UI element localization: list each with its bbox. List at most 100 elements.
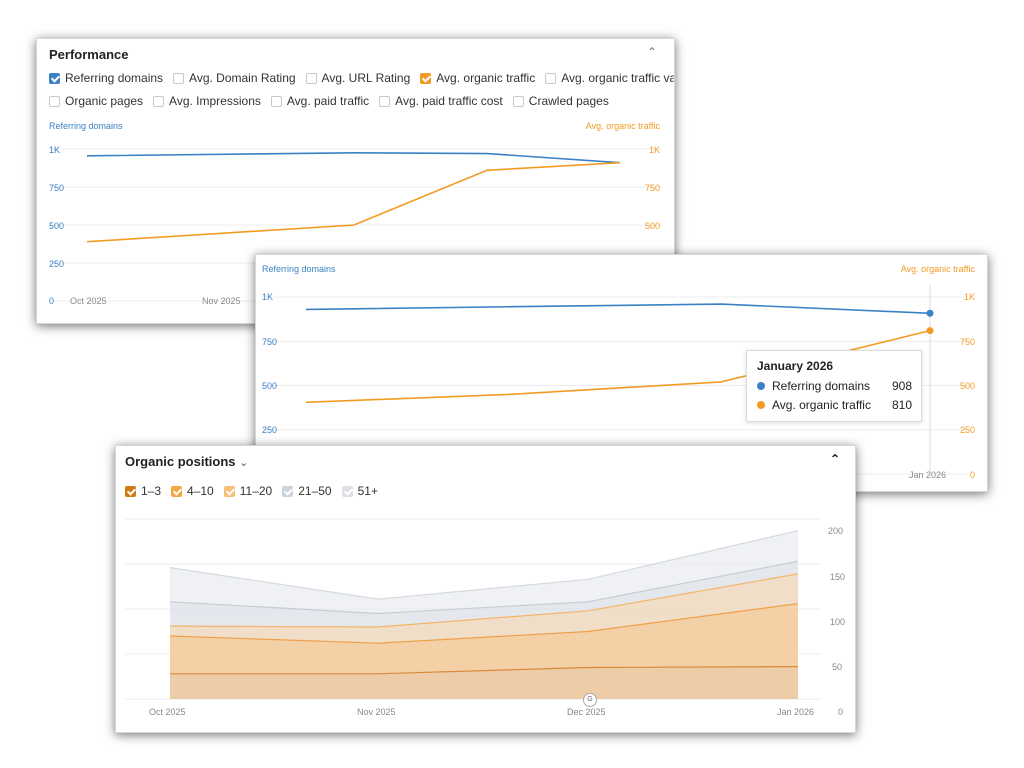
hover-point: [926, 327, 934, 335]
checkbox-icon[interactable]: [223, 485, 235, 497]
performance-title: Performance: [49, 47, 129, 62]
legend-11-20[interactable]: 11–20: [223, 484, 273, 498]
x-tick: Jan 2026: [909, 470, 947, 480]
right-tick: 500: [644, 221, 660, 231]
chevron-down-icon[interactable]: ⌄: [239, 457, 249, 469]
legend-label: 21–50: [298, 484, 332, 498]
y-tick: 150: [830, 572, 846, 582]
legend-51-plus[interactable]: 51+: [341, 484, 378, 498]
checkbox-icon[interactable]: [49, 95, 60, 107]
series-line: [169, 530, 799, 600]
checkbox-avg-url-rating[interactable]: Avg. URL Rating: [305, 71, 411, 85]
checkbox-label: Avg. paid traffic: [286, 94, 370, 108]
checkbox-label: Avg. organic traffic value: [561, 71, 675, 85]
series-dot-icon: [757, 382, 765, 390]
right-tick: 250: [959, 425, 975, 435]
checkbox-icon[interactable]: [545, 72, 557, 84]
right-tick: 750: [959, 337, 975, 347]
checkbox-label: Crawled pages: [528, 94, 609, 108]
checkbox-referring-domains[interactable]: Referring domains: [49, 71, 163, 85]
x-tick: Dec 2025: [567, 707, 606, 717]
checkbox-avg-paid-traffic-cost[interactable]: Avg. paid traffic cost: [379, 94, 503, 108]
position-legend: 1–3 4–10 11–20 21–50 51+: [125, 484, 388, 498]
checkbox-avg-impressions[interactable]: Avg. Impressions: [153, 94, 261, 108]
left-tick: 1K: [49, 145, 61, 155]
checkbox-label: Avg. Domain Rating: [189, 71, 296, 85]
x-tick: Nov 2025: [202, 296, 241, 306]
checkbox-label: Avg. URL Rating: [321, 71, 411, 85]
checkbox-avg-organic-traffic[interactable]: Avg. organic traffic: [420, 71, 535, 85]
series-line: [169, 603, 799, 644]
series-line: [86, 161, 621, 243]
checkbox-icon[interactable]: [125, 485, 136, 497]
x-tick: Nov 2025: [357, 707, 396, 717]
organic-positions-title[interactable]: Organic positions ⌄: [125, 454, 248, 469]
right-tick: 500: [959, 381, 975, 391]
series-dot-icon: [757, 401, 765, 409]
left-tick: 750: [262, 337, 278, 347]
series-line: [169, 560, 799, 615]
marker-label: G: [587, 696, 593, 703]
legend-label: 51+: [357, 484, 378, 498]
checkbox-icon[interactable]: [379, 95, 391, 107]
y-tick: 0: [838, 707, 844, 717]
checkbox-icon[interactable]: [420, 72, 432, 84]
checkbox-label: Organic pages: [65, 94, 144, 108]
left-tick: 1K: [262, 292, 274, 302]
legend-4-10[interactable]: 4–10: [171, 484, 214, 498]
right-axis-label: Avg. organic traffic: [900, 264, 975, 274]
chevron-up-icon[interactable]: ⌃: [647, 45, 658, 59]
checkbox-label: Avg. organic traffic: [436, 71, 536, 85]
checkbox-icon[interactable]: [171, 485, 183, 497]
series-area: [170, 666, 798, 699]
organic-positions-panel: Organic positions ⌄ ⌃ 1–3 4–10 11–20 21–…: [115, 445, 856, 733]
checkbox-icon[interactable]: [282, 485, 294, 497]
checkbox-label: Referring domains: [65, 71, 164, 85]
series-line: [305, 303, 931, 315]
checkbox-crawled-pages[interactable]: Crawled pages: [512, 94, 609, 108]
chart-tooltip: January 2026 Referring domains 908 Avg. …: [746, 350, 922, 422]
organic-positions-chart: [125, 518, 821, 700]
tooltip-row-value: 908: [891, 379, 912, 393]
performance-detail-panel: Referring domains Avg. organic traffic 1…: [255, 254, 988, 492]
tooltip-row-label: Avg. organic traffic: [772, 398, 871, 412]
checkbox-icon[interactable]: [305, 72, 317, 84]
y-tick: 50: [832, 662, 843, 672]
left-tick: 500: [49, 221, 65, 231]
series-line: [169, 573, 799, 628]
tooltip-title: January 2026: [757, 359, 834, 373]
left-tick: 250: [49, 259, 65, 269]
checkbox-icon[interactable]: [341, 485, 353, 497]
checkbox-icon[interactable]: [270, 95, 282, 107]
checkbox-label: Avg. paid traffic cost: [395, 94, 503, 108]
checkbox-icon[interactable]: [49, 72, 60, 84]
left-tick: 0: [49, 296, 55, 306]
checkbox-label: Avg. Impressions: [169, 94, 261, 108]
left-axis-label: Referring domains: [49, 121, 123, 131]
left-tick: 250: [262, 425, 278, 435]
legend-21-50[interactable]: 21–50: [282, 484, 332, 498]
checkbox-avg-organic-traffic-value[interactable]: Avg. organic traffic value: [545, 71, 675, 85]
checkbox-icon[interactable]: [153, 95, 165, 107]
checkbox-avg-paid-traffic[interactable]: Avg. paid traffic: [270, 94, 370, 108]
checkbox-organic-pages[interactable]: Organic pages: [49, 94, 143, 108]
left-tick: 500: [262, 381, 278, 391]
checkbox-icon[interactable]: [173, 72, 185, 84]
right-tick: 0: [969, 470, 975, 480]
legend-1-3[interactable]: 1–3: [125, 484, 161, 498]
checkbox-icon[interactable]: [512, 95, 524, 107]
left-axis-label: Referring domains: [262, 264, 336, 274]
x-tick: Oct 2025: [70, 296, 107, 306]
right-tick: 750: [644, 183, 660, 193]
chevron-up-icon[interactable]: ⌃: [830, 452, 841, 466]
checkbox-avg-domain-rating[interactable]: Avg. Domain Rating: [173, 71, 296, 85]
right-tick: 1K: [648, 145, 660, 155]
y-tick: 200: [828, 526, 844, 536]
metric-checkbox-row-2: Organic pages Avg. Impressions Avg. paid…: [49, 94, 619, 108]
left-tick: 750: [49, 183, 65, 193]
legend-label: 11–20: [239, 484, 273, 498]
organic-title-text: Organic positions: [125, 454, 236, 469]
x-tick: Oct 2025: [149, 707, 186, 717]
series-line: [170, 666, 799, 675]
google-update-marker[interactable]: G: [583, 693, 597, 707]
